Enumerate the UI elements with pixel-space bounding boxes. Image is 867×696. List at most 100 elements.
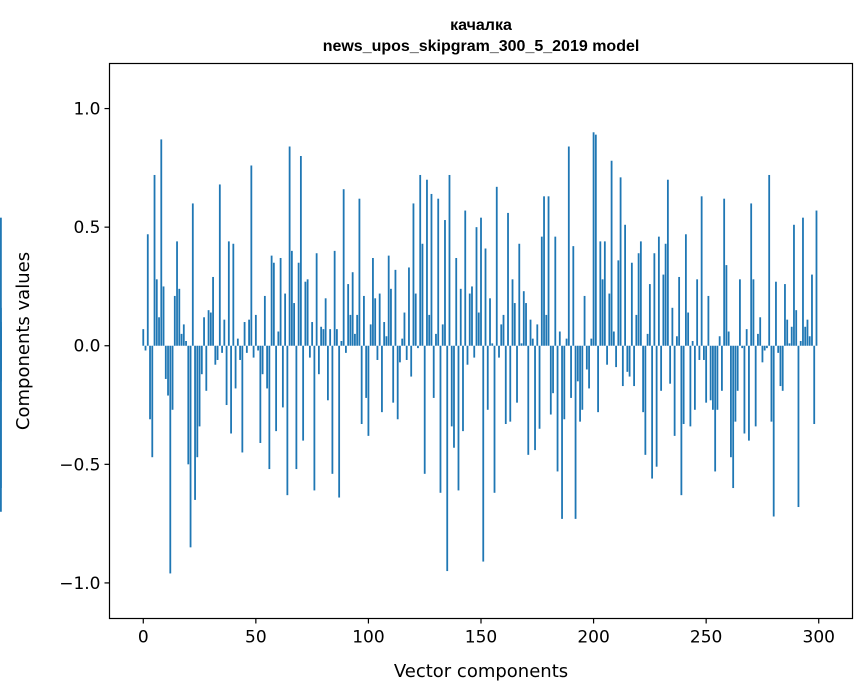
bar <box>423 345 426 474</box>
bar <box>209 312 212 346</box>
bar <box>239 345 241 360</box>
bar <box>570 345 572 398</box>
bar <box>671 307 674 346</box>
bar <box>297 262 300 346</box>
bar <box>203 317 205 346</box>
bar <box>295 345 298 470</box>
bar <box>482 345 485 562</box>
bar <box>590 338 593 346</box>
bar <box>480 217 482 346</box>
bar <box>615 345 617 368</box>
bar <box>531 338 534 346</box>
bar <box>151 345 154 458</box>
bar <box>338 345 341 498</box>
bar <box>288 146 291 346</box>
bar <box>626 345 629 372</box>
bar <box>793 224 795 346</box>
bar <box>520 343 523 346</box>
bar <box>189 345 192 548</box>
bar <box>360 345 363 425</box>
bar <box>243 322 246 346</box>
bar <box>651 345 654 479</box>
bar <box>315 253 318 346</box>
bar-series <box>0 132 818 574</box>
bar <box>799 341 802 346</box>
bar <box>284 293 287 346</box>
x-tick-label: 300 <box>803 628 835 648</box>
bar <box>811 274 813 346</box>
bar <box>739 279 741 346</box>
bar <box>363 295 365 346</box>
bar <box>401 338 404 346</box>
bar <box>194 345 196 500</box>
bar <box>218 184 221 346</box>
bar <box>804 326 807 346</box>
bar <box>198 345 201 427</box>
bar <box>356 314 359 346</box>
bar <box>281 345 284 408</box>
bar <box>772 345 775 517</box>
bar <box>583 295 586 346</box>
bar <box>687 312 690 346</box>
bar <box>630 262 633 346</box>
bar <box>592 132 595 346</box>
bar <box>545 314 548 346</box>
bar <box>205 345 208 391</box>
bar <box>540 236 543 346</box>
bar <box>405 345 408 360</box>
bar <box>430 193 433 346</box>
bar <box>268 345 271 470</box>
bar <box>561 345 563 519</box>
bar <box>475 227 478 346</box>
bar <box>516 345 518 403</box>
bar <box>610 160 613 346</box>
bar <box>716 345 719 410</box>
bar <box>381 345 383 413</box>
bar <box>757 333 759 346</box>
bar <box>664 243 667 346</box>
bar <box>682 345 685 425</box>
x-tick-label: 150 <box>465 628 497 648</box>
bar <box>347 284 350 346</box>
bar <box>745 329 748 346</box>
bar <box>673 345 676 436</box>
bar <box>0 217 2 346</box>
bar <box>507 212 509 346</box>
bar <box>759 317 762 346</box>
bar <box>511 279 514 346</box>
bar <box>0 345 2 382</box>
bar <box>597 345 599 413</box>
bar <box>770 345 773 422</box>
bar <box>698 345 701 360</box>
bar <box>574 345 577 519</box>
bar <box>579 345 581 422</box>
bar <box>795 310 798 346</box>
bar <box>502 314 505 346</box>
bar <box>336 329 338 346</box>
bar <box>734 345 737 422</box>
x-tick-label: 50 <box>245 628 267 648</box>
bar <box>815 210 818 346</box>
bar <box>308 345 311 358</box>
bar <box>426 179 428 346</box>
bar <box>232 243 235 346</box>
bar <box>320 326 323 346</box>
bar <box>270 255 273 346</box>
bar <box>646 333 649 346</box>
bar <box>727 331 730 346</box>
bar <box>403 312 406 346</box>
bar <box>279 257 282 346</box>
bar <box>754 345 757 427</box>
bar <box>797 345 800 508</box>
bar <box>376 345 379 360</box>
bar <box>248 319 250 346</box>
bar <box>396 345 399 420</box>
bar <box>236 338 239 346</box>
plot-frame <box>108 62 854 620</box>
bar <box>779 345 782 387</box>
bar <box>689 345 692 427</box>
bar <box>155 279 158 346</box>
bar <box>712 345 714 410</box>
bar <box>185 341 187 346</box>
bar <box>153 174 156 346</box>
